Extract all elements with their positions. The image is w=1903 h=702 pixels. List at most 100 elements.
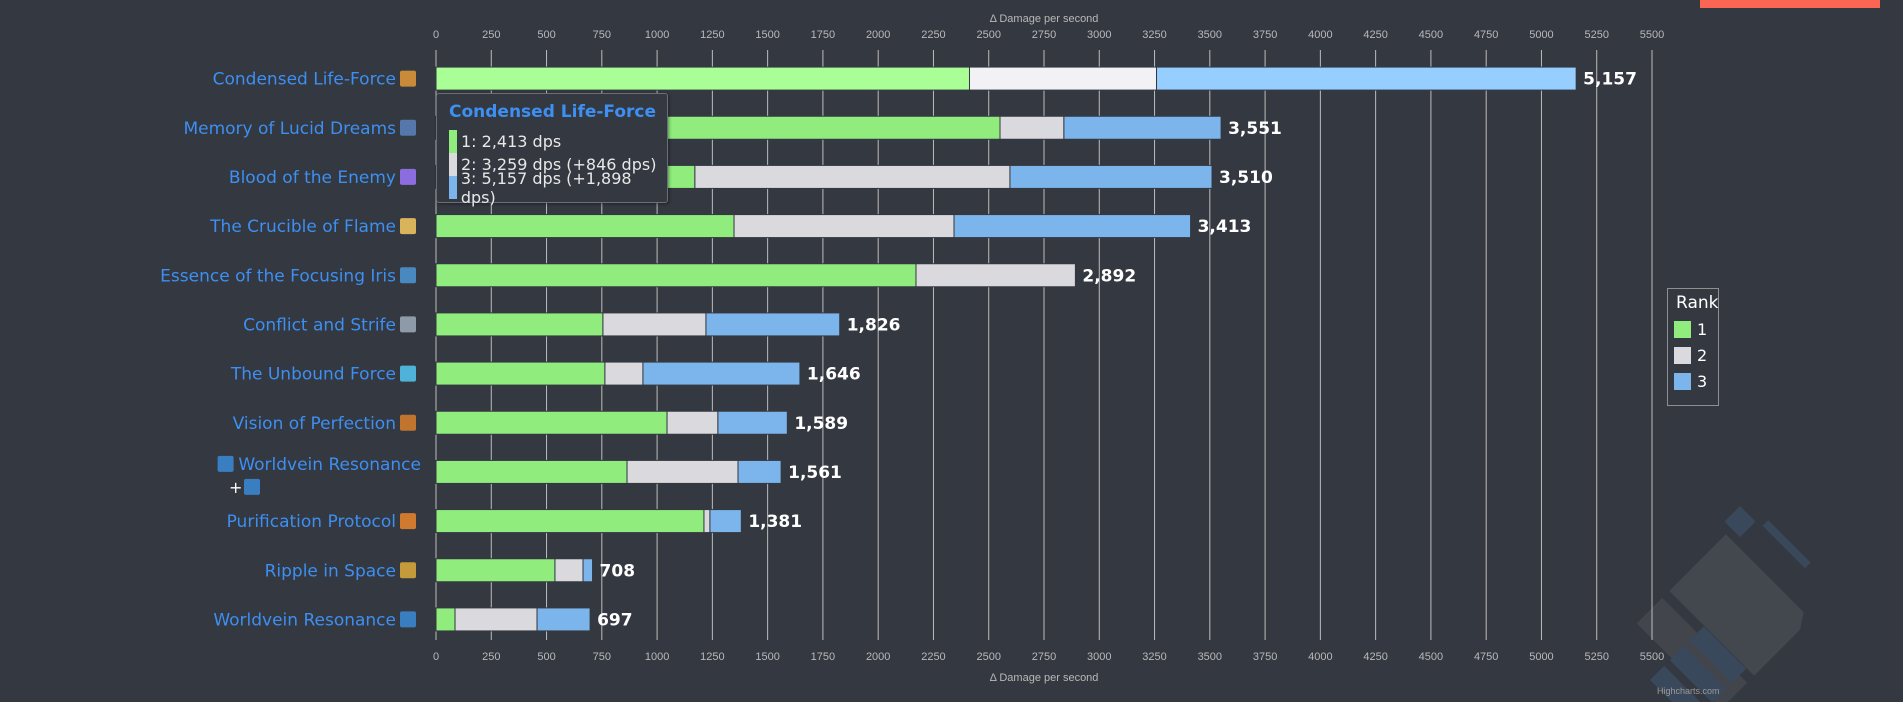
worldvein-resonance-icon (400, 611, 416, 628)
bar-segment-rank-3[interactable] (705, 312, 841, 337)
total-label: 3,413 (1198, 217, 1252, 237)
bottom-tick-label: 0 (433, 651, 439, 663)
bottom-axis-title: Δ Damage per second (990, 672, 1099, 684)
bar-segment-rank-2[interactable] (604, 361, 644, 386)
bar-segment-rank-1[interactable] (435, 214, 735, 239)
bar-segment-rank-1[interactable] (435, 263, 917, 288)
bar-segment-rank-2[interactable] (626, 459, 739, 484)
total-label: 1,381 (748, 512, 802, 532)
bar-segment-rank-2[interactable] (999, 115, 1065, 140)
legend-item-rank-1[interactable]: 1 (1674, 319, 1707, 339)
bar-segment-rank-2[interactable] (666, 410, 719, 435)
bar-segment-rank-3[interactable] (536, 607, 591, 632)
tooltip-row-rank-1: 1: 2,413 dps (449, 130, 561, 153)
bar-segment-rank-3[interactable] (1063, 115, 1222, 140)
plus-sign: + (229, 478, 242, 497)
top-tick-label: 1750 (811, 29, 835, 41)
bar-segment-rank-1[interactable] (435, 66, 970, 91)
credits-link[interactable]: Highcharts.com (1657, 686, 1720, 696)
bar-segment-rank-2[interactable] (554, 558, 584, 583)
category-label[interactable]: Conflict and Strife (243, 315, 396, 335)
category-label[interactable]: The Unbound Force (230, 365, 396, 385)
tooltip-swatch (449, 176, 457, 199)
legend-title: Rank (1676, 293, 1719, 313)
bar-segment-rank-3[interactable] (1009, 164, 1213, 189)
legend-label: 1 (1697, 319, 1708, 339)
bottom-tick-label: 1750 (811, 651, 835, 663)
bar-segment-rank-1[interactable] (435, 410, 668, 435)
focusing-iris-icon (400, 267, 416, 284)
legend-item-rank-2[interactable]: 2 (1674, 345, 1707, 365)
top-axis-title: Δ Damage per second (990, 13, 1099, 25)
bottom-tick-label: 750 (593, 651, 611, 663)
tooltip-row-rank-2: 2: 3,259 dps (+846 dps) (449, 153, 656, 176)
purification-protocol-icon (400, 513, 416, 530)
top-tick-label: 4500 (1419, 29, 1443, 41)
red-action-button[interactable] (1700, 0, 1880, 8)
category-label[interactable]: Essence of the Focusing Iris (160, 266, 396, 286)
top-tick-label: 5250 (1584, 29, 1608, 41)
category-label[interactable]: Vision of Perfection (233, 414, 396, 434)
bar-segment-rank-1[interactable] (435, 312, 604, 337)
highcharts-watermark-icon (1636, 506, 1811, 702)
bar-segment-rank-1[interactable] (435, 607, 456, 632)
category-label[interactable]: The Crucible of Flame (209, 217, 396, 237)
bar-segment-rank-3[interactable] (737, 459, 782, 484)
total-label: 697 (597, 610, 633, 630)
top-tick-label: 4000 (1308, 29, 1332, 41)
bar-segment-rank-1[interactable] (435, 509, 705, 534)
total-label: 3,551 (1228, 119, 1282, 139)
bar-segment-rank-2[interactable] (733, 214, 955, 239)
bottom-tick-label: 3000 (1087, 651, 1111, 663)
condensed-life-force-icon (400, 70, 416, 87)
total-label: 1,561 (788, 463, 842, 483)
top-tick-label: 3750 (1253, 29, 1277, 41)
top-tick-label: 5000 (1529, 29, 1553, 41)
tooltip-title: Condensed Life-Force (449, 102, 657, 122)
bottom-tick-label: 4000 (1308, 651, 1332, 663)
total-label: 1,826 (847, 315, 901, 335)
total-label: 5,157 (1583, 70, 1637, 90)
bar-segment-rank-2[interactable] (915, 263, 1076, 288)
tooltip-swatch (449, 153, 457, 176)
tooltip: Condensed Life-Force 1: 2,413 dps 2: 3,2… (436, 93, 668, 207)
bar-segment-rank-3[interactable] (1156, 66, 1577, 91)
bar-segment-rank-3[interactable] (953, 214, 1192, 239)
category-label[interactable]: Worldvein Resonance (238, 455, 421, 475)
bar-segment-rank-2[interactable] (968, 66, 1158, 91)
bar-segment-rank-2[interactable] (602, 312, 707, 337)
bottom-tick-label: 2250 (921, 651, 945, 663)
bottom-tick-label: 4500 (1419, 651, 1443, 663)
total-label: 3,510 (1219, 168, 1273, 188)
category-label[interactable]: Purification Protocol (227, 512, 396, 532)
bottom-tick-label: 2000 (866, 651, 890, 663)
bar-segment-rank-2[interactable] (454, 607, 538, 632)
top-tick-label: 3000 (1087, 29, 1111, 41)
bar-segment-rank-1[interactable] (435, 459, 628, 484)
bar-segment-rank-2[interactable] (694, 164, 1011, 189)
bar-segment-rank-3[interactable] (709, 509, 742, 534)
category-label[interactable]: Worldvein Resonance (213, 610, 396, 630)
top-tick-label: 250 (482, 29, 500, 41)
category-label[interactable]: Ripple in Space (265, 561, 396, 581)
bar-segment-rank-2[interactable] (703, 509, 711, 534)
ripple-in-space-icon (400, 562, 416, 579)
bar-segment-rank-1[interactable] (435, 558, 556, 583)
bottom-axis-ticks: 0 250 500 750 1000 1250 1500 1750 2000 2250 2500 27… (433, 651, 1664, 663)
bar-segment-rank-1[interactable] (435, 361, 606, 386)
legend-item-rank-3[interactable]: 3 (1674, 371, 1707, 391)
bottom-tick-label: 2500 (976, 651, 1000, 663)
top-tick-label: 500 (537, 29, 555, 41)
bottom-tick-label: 5000 (1529, 651, 1553, 663)
bottom-tick-label: 1500 (755, 651, 779, 663)
bottom-tick-label: 1000 (645, 651, 669, 663)
bar-segment-rank-3[interactable] (582, 558, 594, 583)
bar-segment-rank-3[interactable] (717, 410, 788, 435)
category-label[interactable]: Condensed Life-Force (213, 70, 396, 90)
category-label[interactable]: Memory of Lucid Dreams (183, 119, 396, 139)
top-tick-label: 750 (593, 29, 611, 41)
category-label[interactable]: Blood of the Enemy (229, 168, 396, 188)
bar-segment-rank-3[interactable] (642, 361, 801, 386)
bottom-tick-label: 4250 (1363, 651, 1387, 663)
